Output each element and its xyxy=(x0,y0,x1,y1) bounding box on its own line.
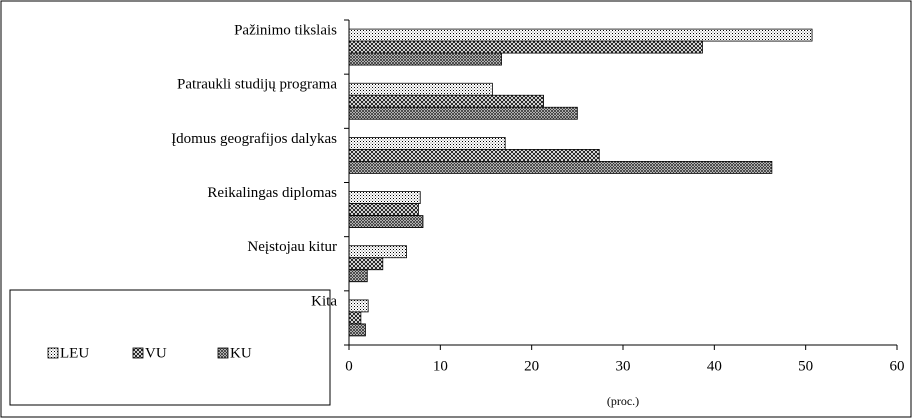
bar xyxy=(348,245,407,259)
bar xyxy=(348,137,506,150)
bar xyxy=(348,311,362,325)
bar xyxy=(348,149,600,162)
bar xyxy=(348,161,773,174)
bar xyxy=(348,191,421,204)
bar xyxy=(348,106,578,120)
legend-swatch xyxy=(47,347,59,359)
bar xyxy=(348,52,502,66)
bar xyxy=(348,28,813,42)
x-tick-label: 10 xyxy=(433,358,448,374)
x-tick-label: 40 xyxy=(707,358,722,374)
x-tick-label: 30 xyxy=(616,358,631,374)
legend-label: LEU xyxy=(60,345,89,361)
bar xyxy=(348,40,703,54)
x-tick-label: 50 xyxy=(798,358,813,374)
legend-label: KU xyxy=(230,345,252,361)
x-axis-label: (proc.) xyxy=(607,394,639,408)
legend-label: VU xyxy=(145,345,167,361)
y-tick-label: Kita xyxy=(311,293,337,309)
y-tick-label: Neįstojau kitur xyxy=(247,239,337,255)
bar xyxy=(348,269,368,283)
y-tick-label: Patraukli studijų programa xyxy=(177,77,337,93)
x-tick-label: 0 xyxy=(345,358,353,374)
x-tick-label: 20 xyxy=(524,358,539,374)
x-tick-label: 60 xyxy=(890,358,905,374)
bar xyxy=(348,215,424,228)
bar xyxy=(348,257,384,271)
y-tick-label: Reikalingas diplomas xyxy=(207,185,337,201)
bar xyxy=(348,94,544,108)
legend-swatch xyxy=(217,347,229,359)
bar xyxy=(348,323,366,337)
bar xyxy=(348,203,419,216)
y-tick-label: Pažinimo tikslais xyxy=(234,23,337,39)
y-tick-label: Įdomus geografijos dalykas xyxy=(171,131,337,147)
legend-swatch xyxy=(132,347,144,359)
legend-box xyxy=(9,289,331,406)
bar xyxy=(348,82,493,96)
bar xyxy=(348,299,369,313)
